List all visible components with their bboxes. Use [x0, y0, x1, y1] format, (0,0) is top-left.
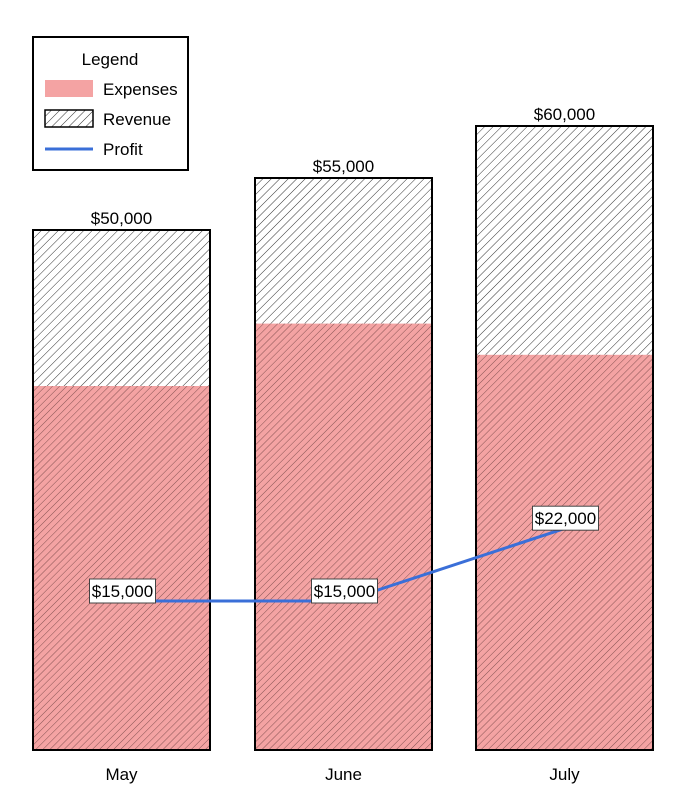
revenue-bar-may — [33, 230, 210, 386]
bar-value-label-may: $50,000 — [91, 209, 152, 228]
bar-outline-july — [475, 125, 654, 751]
profit-label-box-june — [311, 578, 378, 604]
profit-label-july: $22,000 — [535, 509, 596, 528]
expenses-bar-may — [33, 386, 210, 750]
revenue-bar-july — [476, 126, 653, 355]
legend-swatch-expenses — [45, 80, 93, 97]
bar-value-label-july: $60,000 — [534, 105, 595, 124]
profit-label-june: $15,000 — [314, 582, 375, 601]
legend-title: Legend — [82, 50, 139, 69]
x-axis-labels: May June July — [105, 765, 580, 784]
bar-value-label-june: $55,000 — [313, 157, 374, 176]
legend-swatch-revenue — [44, 109, 94, 128]
bars-layer — [32, 125, 654, 751]
profit-label-box-july — [532, 505, 599, 531]
revenue-bar-june — [255, 178, 432, 324]
x-tick-label-july: July — [549, 765, 580, 784]
profit-label-box-may — [89, 578, 156, 604]
expenses-bar-july — [476, 354, 653, 750]
bar-outline-may — [32, 229, 211, 751]
x-tick-label-june: June — [325, 765, 362, 784]
expenses-bar-june — [255, 323, 432, 750]
bar-outline-june — [254, 177, 433, 751]
bar-value-labels: $50,000 $55,000 $60,000 — [91, 105, 595, 228]
profit-line-layer: $15,000 $15,000 $22,000 — [89, 505, 599, 604]
profit-label-may: $15,000 — [92, 582, 153, 601]
legend-label-revenue: Revenue — [103, 110, 171, 129]
legend: Legend Expenses Revenue Profit — [32, 36, 189, 171]
legend-label-expenses: Expenses — [103, 80, 178, 99]
legend-label-profit: Profit — [103, 140, 143, 159]
x-tick-label-may: May — [105, 765, 138, 784]
